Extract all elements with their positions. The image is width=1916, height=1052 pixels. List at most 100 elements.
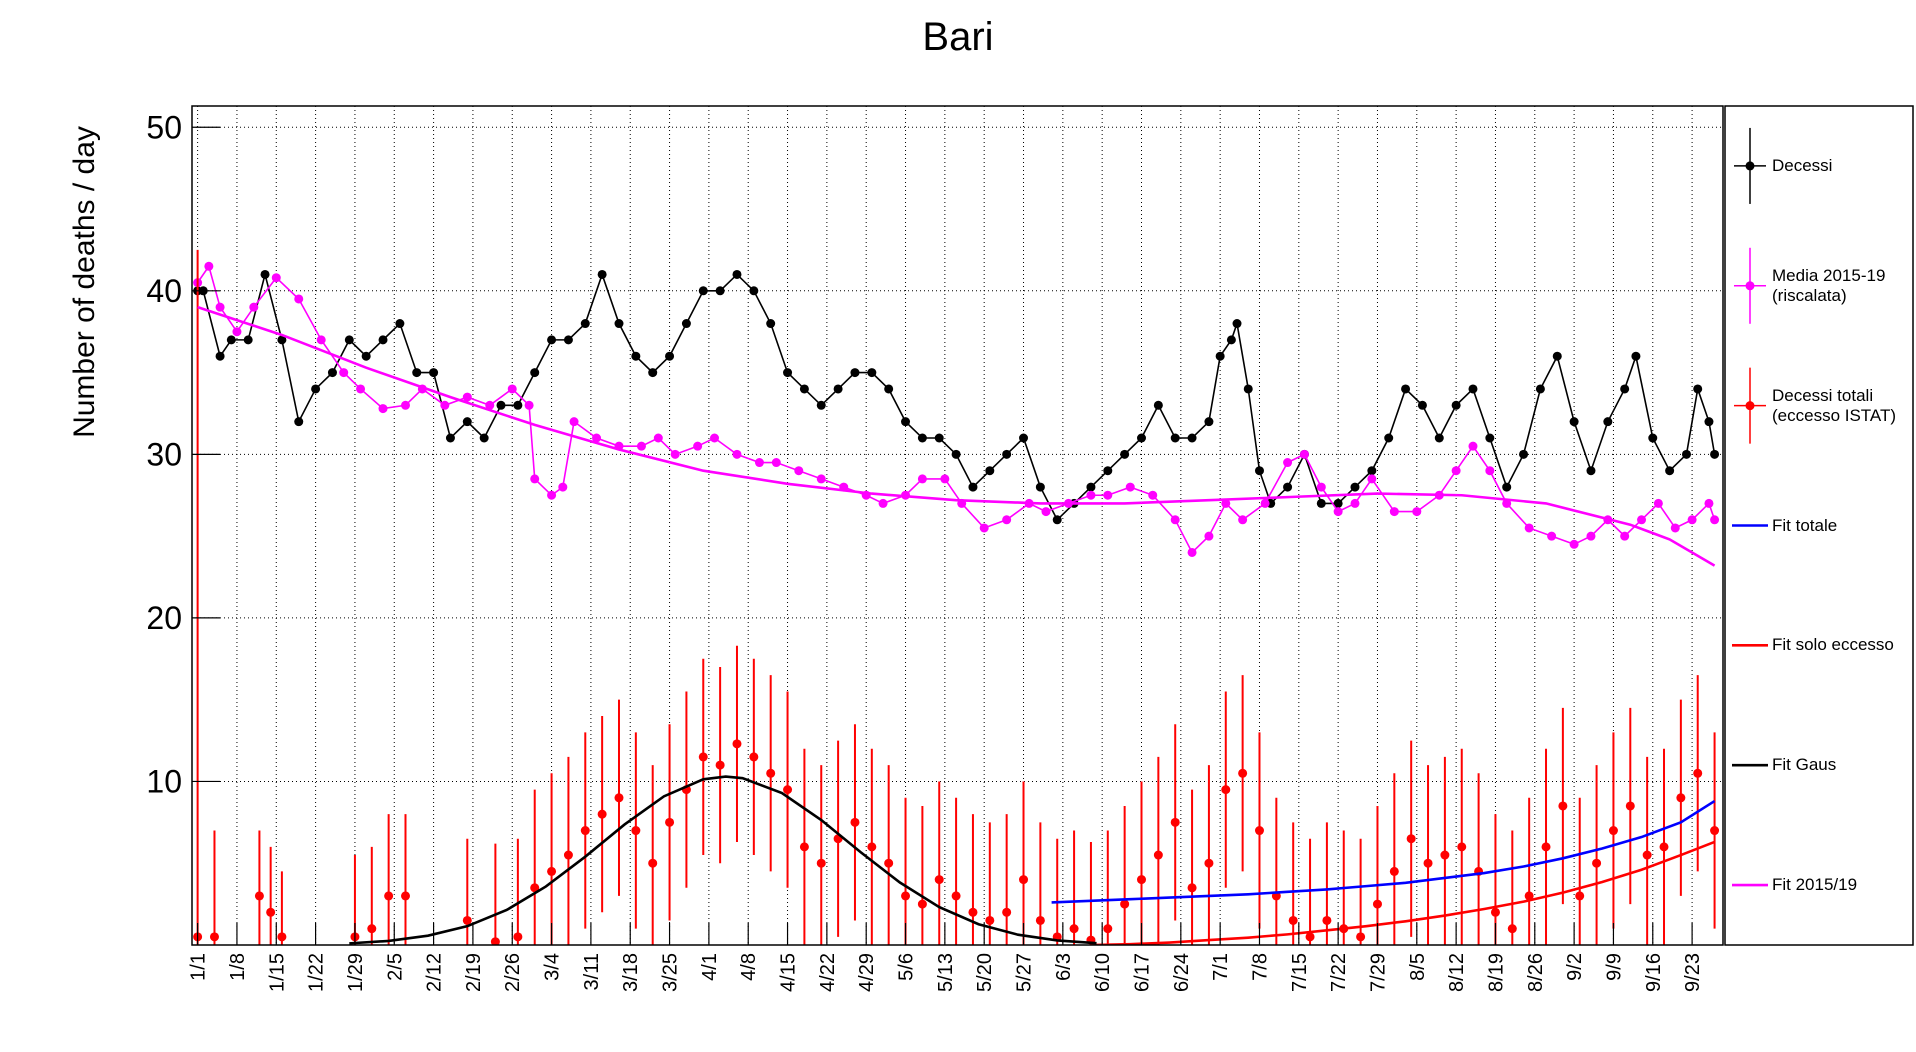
x-tick-label: 1/8 [227, 953, 249, 981]
data-point [400, 891, 410, 901]
legend-label: Decessi totali (eccesso ISTAT) [1772, 385, 1897, 425]
x-tick-label: 1/15 [266, 953, 288, 992]
data-point [1502, 482, 1512, 492]
x-tick-label: 4/15 [778, 953, 800, 992]
data-point [311, 384, 321, 394]
data-point [710, 433, 720, 443]
x-tick-label: 9/2 [1564, 953, 1586, 981]
x-tick-label: 1/1 [188, 953, 210, 981]
data-point [816, 400, 826, 410]
data-point [1333, 498, 1343, 508]
data-point [917, 433, 927, 443]
data-point [530, 474, 540, 484]
data-point [243, 335, 253, 345]
data-point [1187, 433, 1197, 443]
data-point [1558, 801, 1568, 811]
x-tick-label: 1/22 [306, 953, 328, 992]
data-point [1620, 384, 1630, 394]
fit-curve [349, 775, 1097, 945]
data-point [1586, 531, 1596, 541]
data-point [1232, 319, 1242, 329]
x-tick-label: 6/10 [1092, 953, 1114, 992]
data-point [749, 286, 759, 296]
data-point [1569, 417, 1579, 427]
data-point [395, 319, 405, 329]
data-point [1468, 384, 1478, 394]
data-point [260, 269, 270, 279]
data-point [378, 404, 388, 414]
data-point [1103, 924, 1113, 934]
data-point [693, 441, 703, 451]
x-tick-label: 9/23 [1682, 953, 1704, 992]
data-point [1710, 515, 1720, 525]
data-point [1187, 883, 1197, 893]
data-point [1693, 768, 1703, 778]
data-point [462, 417, 472, 427]
data-point [1620, 531, 1630, 541]
data-point [681, 319, 691, 329]
data-point [339, 368, 349, 378]
data-point [524, 400, 534, 410]
data-point [934, 875, 944, 885]
data-point [1451, 466, 1461, 476]
data-point [732, 739, 742, 749]
data-point [513, 400, 523, 410]
data-point [356, 384, 366, 394]
data-point [698, 752, 708, 762]
data-point [384, 891, 394, 901]
x-tick-label: 1/29 [345, 953, 367, 992]
data-point [215, 302, 225, 312]
data-point [1389, 866, 1399, 876]
data-point [547, 490, 557, 500]
data-point [1423, 858, 1433, 868]
x-tick-label: 5/20 [974, 953, 996, 992]
x-tick-label: 6/3 [1053, 953, 1075, 981]
data-point [715, 760, 725, 770]
data-point [1367, 474, 1377, 484]
x-tick-label: 2/26 [502, 953, 524, 992]
data-point [1350, 498, 1360, 508]
data-point [1316, 498, 1326, 508]
data-point [1226, 335, 1236, 345]
data-point [951, 891, 961, 901]
data-point [1524, 523, 1534, 533]
data-point [597, 269, 607, 279]
data-point [1547, 531, 1557, 541]
data-point [917, 474, 927, 484]
data-point [277, 335, 287, 345]
data-point [1389, 507, 1399, 517]
data-point [1401, 384, 1411, 394]
data-point [878, 498, 888, 508]
data-point [204, 261, 214, 271]
x-tick-label: 8/19 [1485, 953, 1507, 992]
data-point [1524, 891, 1534, 901]
data-point [754, 458, 764, 468]
data-point [1103, 466, 1113, 476]
x-tick-label: 3/18 [620, 953, 642, 992]
data-point [1137, 433, 1147, 443]
data-point [513, 932, 523, 942]
data-point [1710, 449, 1720, 459]
data-point [1356, 932, 1366, 942]
data-point [1384, 433, 1394, 443]
data-point [670, 449, 680, 459]
x-tick-label: 7/22 [1328, 953, 1350, 992]
data-point [1052, 515, 1062, 525]
data-point [361, 351, 371, 361]
legend-marker [1745, 401, 1755, 411]
chart-title: Bari [922, 15, 993, 59]
data-point [1019, 433, 1029, 443]
data-point [1670, 523, 1680, 533]
legend [1724, 105, 1914, 946]
data-point [1648, 433, 1658, 443]
x-tick-label: 8/5 [1407, 953, 1429, 981]
data-point [1125, 482, 1135, 492]
data-point [850, 817, 860, 827]
data-point [1451, 400, 1461, 410]
data-point [771, 458, 781, 468]
data-point [1153, 400, 1163, 410]
data-point [1653, 498, 1663, 508]
data-point [592, 433, 602, 443]
data-point [530, 883, 540, 893]
data-point [1170, 515, 1180, 525]
